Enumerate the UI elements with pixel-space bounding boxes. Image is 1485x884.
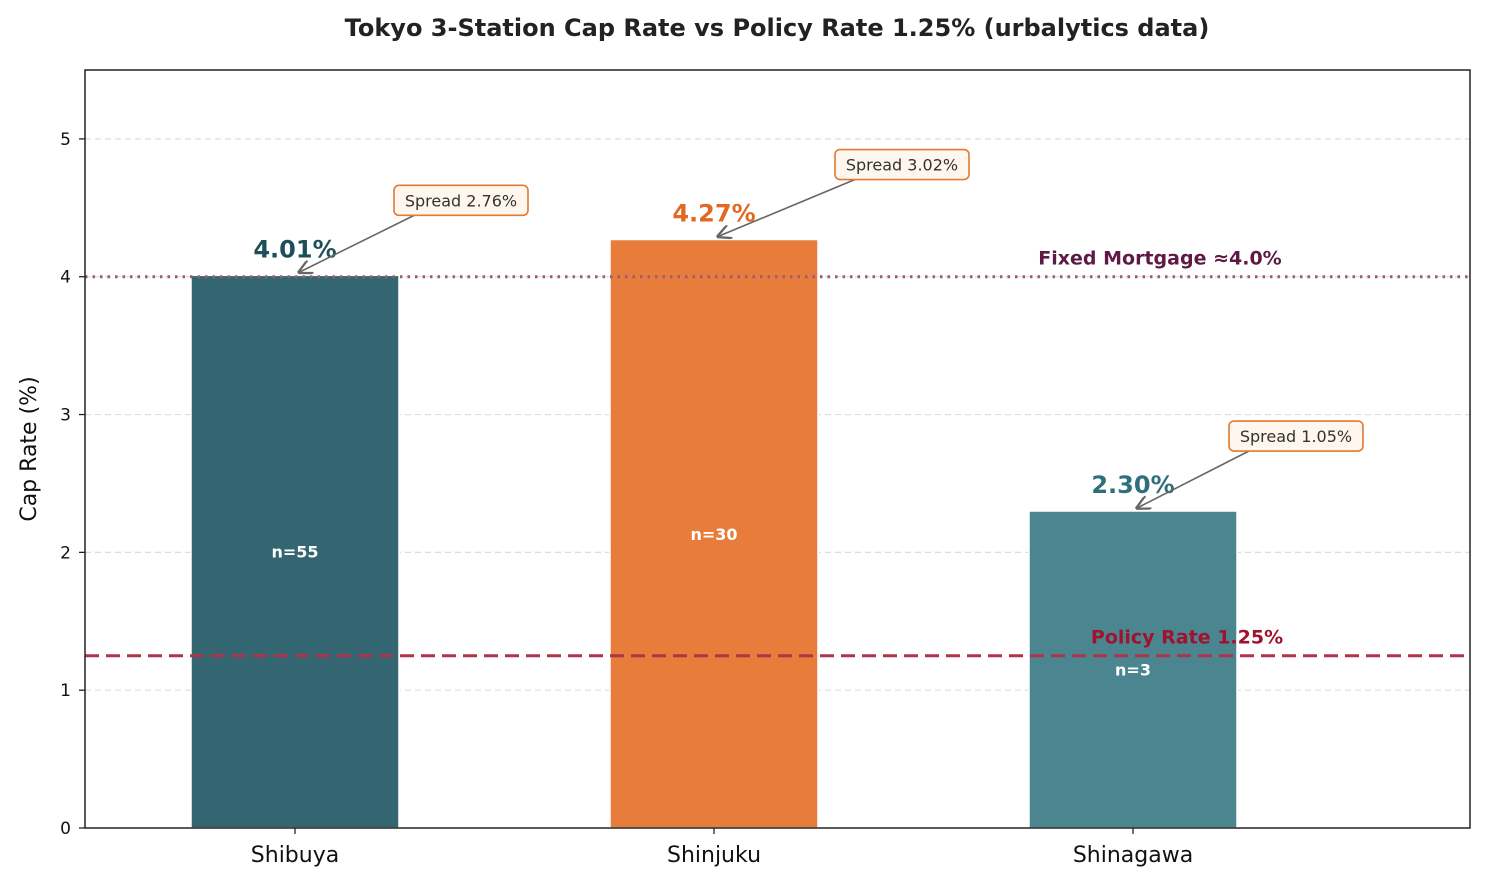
y-tick-label-0: 0 <box>60 819 71 839</box>
x-tick-label-0: Shibuya <box>251 843 339 868</box>
x-tick-label-2: Shinagawa <box>1073 843 1193 868</box>
value-label-1: 4.27% <box>672 200 755 228</box>
bar-1 <box>609 238 819 829</box>
y-tick-label-3: 3 <box>60 406 71 426</box>
spread-arrow-1 <box>718 178 856 237</box>
bar-2 <box>1028 510 1238 829</box>
spread-label-1: Spread 3.02% <box>846 156 958 175</box>
spread-label-2: Spread 1.05% <box>1240 427 1352 446</box>
spread-label-0: Spread 2.76% <box>405 191 517 210</box>
y-tick-label-5: 5 <box>60 130 71 150</box>
sample-label-2: n=3 <box>1115 661 1151 680</box>
labels: 4.01% n=55 4.27% n=30 2.30% n=3 Fixed Mortgage… <box>85 148 1470 680</box>
axes: 0 1 2 3 4 5 Shibuya Shinjuku Shinagawa <box>60 130 1193 868</box>
spread-arrow-0 <box>299 214 415 272</box>
reference-label-0: Fixed Mortgage ≈4.0% <box>1038 248 1281 270</box>
y-tick-label-4: 4 <box>60 268 71 288</box>
y-tick-label-2: 2 <box>60 543 71 563</box>
spread-arrow-2 <box>1137 450 1250 508</box>
spread-box-0 <box>393 184 529 217</box>
y-tick-label-1: 1 <box>60 681 71 701</box>
reference-label-1: Policy Rate 1.25% <box>1091 627 1283 649</box>
value-label-0: 4.01% <box>253 235 336 263</box>
value-label-2: 2.30% <box>1091 471 1174 499</box>
sample-label-0: n=55 <box>271 543 318 562</box>
spread-box-1 <box>834 148 970 181</box>
bars <box>190 238 1238 829</box>
y-axis-label: Cap Rate (%) <box>17 376 42 521</box>
chart-title: Tokyo 3-Station Cap Rate vs Policy Rate … <box>345 14 1210 42</box>
bar-0 <box>190 274 400 829</box>
plot-frame <box>84 69 1471 829</box>
x-tick-label-1: Shinjuku <box>667 843 761 868</box>
spread-box-2 <box>1228 420 1364 452</box>
sample-label-1: n=30 <box>690 525 737 544</box>
